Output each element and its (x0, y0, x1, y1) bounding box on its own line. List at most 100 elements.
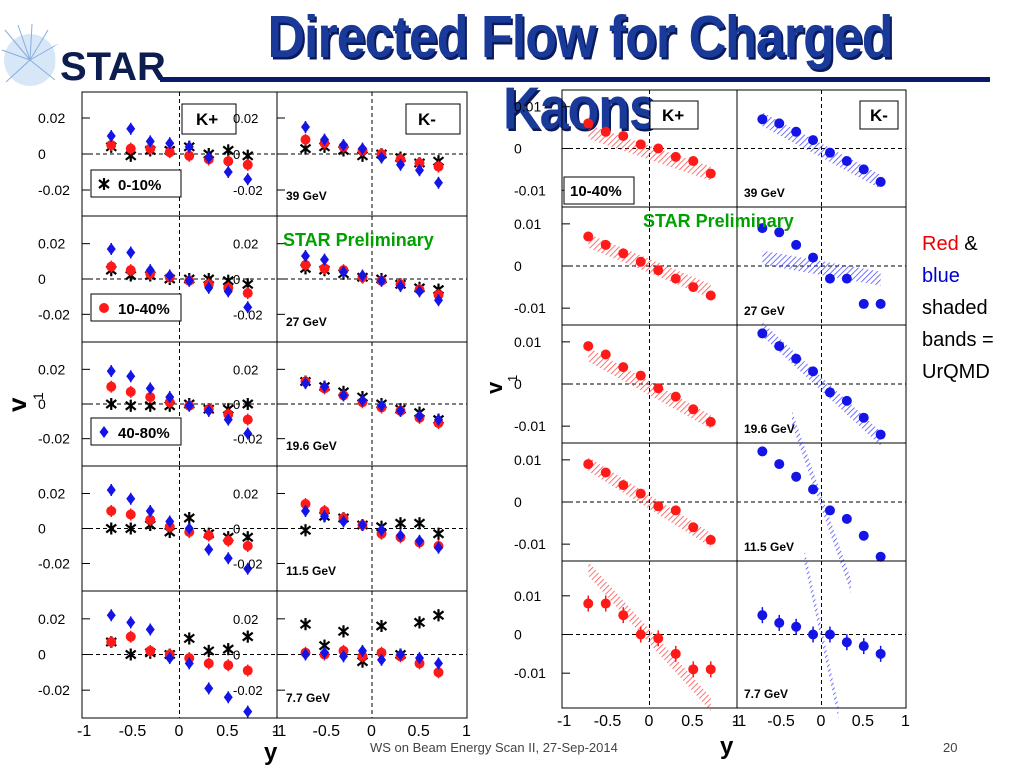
y-tick-label: -0.01 (514, 665, 546, 681)
x-tick-label: 1 (901, 713, 910, 730)
x-tick-label: -0.5 (594, 713, 622, 730)
data-point (375, 619, 388, 632)
data-point (670, 151, 681, 162)
data-point (774, 617, 785, 628)
data-point (434, 541, 443, 554)
data-point (415, 534, 424, 547)
column-box (405, 103, 461, 135)
data-point (125, 509, 136, 520)
y-tick-label: -0.02 (38, 556, 70, 572)
data-point (339, 650, 348, 663)
legend-label: 0-10% (118, 177, 161, 194)
data-point (875, 551, 886, 562)
y-axis-subscript: 1 (30, 392, 46, 400)
legend-marker (98, 178, 110, 190)
data-point (320, 253, 329, 266)
data-point (688, 522, 699, 533)
data-point (875, 429, 886, 440)
data-point (841, 395, 852, 406)
data-point (165, 137, 175, 150)
data-point (339, 139, 348, 151)
urqmd-note: Red & blue shaded bands = UrQMD (922, 228, 1022, 388)
x-tick-label: 0.5 (216, 723, 238, 740)
data-point (184, 150, 195, 161)
data-point (396, 158, 405, 171)
legend-label: 10-40% (118, 301, 170, 318)
data-point (301, 505, 310, 517)
data-point (670, 648, 681, 659)
data-point (106, 484, 116, 496)
data-point (396, 280, 405, 293)
y-tick-label: -0.02 (233, 683, 263, 698)
y-tick-label: 0 (38, 521, 46, 537)
data-point (635, 488, 646, 499)
y-tick-label: -0.02 (38, 306, 70, 322)
y-axis-label: v (2, 397, 32, 412)
data-point (242, 414, 253, 425)
data-point (635, 139, 646, 150)
energy-label: 39 GeV (744, 186, 785, 200)
data-point (204, 151, 214, 164)
note-red: Red (922, 233, 959, 255)
y-tick-label: 0.02 (38, 486, 65, 502)
data-point (106, 609, 116, 622)
data-point (377, 653, 386, 666)
data-point (320, 380, 329, 393)
data-point (223, 413, 233, 426)
data-point (300, 134, 311, 145)
data-point (433, 161, 444, 172)
data-point (106, 381, 117, 392)
data-point (203, 530, 214, 541)
data-point (204, 281, 214, 294)
data-point (300, 499, 311, 509)
data-point (337, 625, 350, 638)
data-point (126, 616, 136, 629)
data-point (415, 652, 424, 665)
y-tick-label: -0.02 (233, 307, 263, 322)
data-point (618, 248, 629, 259)
data-point (653, 633, 664, 644)
data-point (824, 147, 835, 158)
data-point (106, 140, 117, 150)
data-point (396, 529, 405, 542)
x-axis-label: y (264, 739, 278, 766)
data-point (415, 410, 424, 423)
data-point (808, 366, 819, 377)
x-tick-label: 0.5 (852, 713, 874, 730)
y-tick-label: 0 (514, 141, 522, 157)
data-point (242, 541, 253, 551)
data-point (145, 143, 156, 154)
x-tick-label: 0 (817, 713, 826, 730)
data-point (105, 522, 117, 535)
data-point (223, 285, 233, 298)
data-point (434, 413, 443, 426)
data-point (414, 158, 425, 168)
data-point (705, 664, 716, 675)
y-tick-label: 0 (514, 627, 522, 643)
data-point (705, 416, 716, 427)
data-point (858, 530, 869, 541)
data-point (165, 652, 175, 665)
y-tick-label: 0 (38, 271, 46, 287)
data-point (757, 328, 768, 339)
column-box (859, 100, 899, 130)
data-point (145, 382, 155, 395)
data-point (618, 480, 629, 491)
data-point (791, 239, 802, 250)
data-point (184, 399, 194, 412)
column-label: K- (870, 106, 888, 125)
y-tick-label: 0.01 (514, 334, 541, 350)
data-point (600, 126, 611, 137)
column-label: K- (418, 110, 436, 129)
data-point (184, 274, 194, 287)
data-point (145, 623, 155, 636)
data-point (301, 250, 310, 263)
y-axis-subscript: 1 (505, 375, 520, 382)
data-point (358, 142, 367, 155)
data-point (705, 534, 716, 545)
energy-label: 7.7 GeV (286, 691, 330, 705)
y-tick-label: 0.02 (38, 611, 65, 627)
data-point (396, 404, 405, 417)
data-point (105, 398, 117, 410)
data-point (301, 377, 310, 390)
